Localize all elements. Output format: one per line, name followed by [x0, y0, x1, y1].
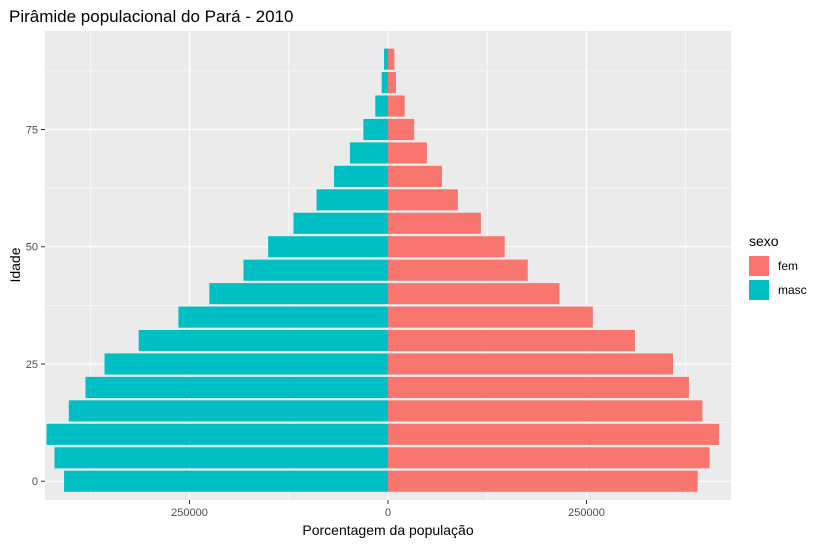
- bar-masc-age-65: [334, 165, 388, 187]
- chart-title: Pirâmide populacional do Pará - 2010: [9, 7, 293, 26]
- bar-masc-age-20: [85, 376, 389, 398]
- x-tick-label: 250000: [171, 507, 208, 519]
- bar-fem-age-10: [388, 423, 720, 445]
- bar-masc-age-90: [384, 48, 388, 70]
- bar-fem-age-35: [388, 306, 593, 328]
- bar-fem-age-20: [388, 376, 689, 398]
- x-tick-label: 0: [385, 507, 391, 519]
- bar-masc-age-55: [293, 212, 388, 234]
- legend-label-masc: masc: [778, 283, 807, 297]
- bar-masc-age-25: [104, 353, 388, 375]
- bar-masc-age-0: [64, 470, 389, 492]
- y-tick-label: 75: [26, 124, 38, 136]
- legend-label-fem: fem: [778, 259, 798, 273]
- bar-fem-age-30: [388, 329, 635, 352]
- bar-fem-age-85: [388, 72, 396, 94]
- legend-key-fem: [749, 256, 769, 276]
- x-tick-label: 250000: [568, 507, 605, 519]
- bar-masc-age-70: [349, 142, 388, 164]
- y-tick-label: 50: [26, 242, 38, 254]
- bar-fem-age-45: [388, 259, 528, 281]
- bar-fem-age-60: [388, 189, 458, 211]
- y-axis: 0 25 50 75: [26, 124, 45, 488]
- bar-masc-age-75: [363, 118, 388, 141]
- bar-fem-age-65: [388, 165, 442, 187]
- bar-fem-age-5: [388, 447, 710, 469]
- bar-masc-age-15: [68, 400, 388, 422]
- bar-masc-age-10: [46, 423, 389, 445]
- legend-title: sexo: [749, 233, 779, 249]
- bar-fem-age-75: [388, 118, 415, 141]
- legend-key-masc: [749, 280, 769, 300]
- bar-masc-age-60: [316, 189, 388, 211]
- bar-masc-age-80: [375, 95, 388, 117]
- bar-masc-age-30: [138, 329, 388, 352]
- bar-fem-age-80: [388, 95, 405, 117]
- bar-masc-age-40: [209, 283, 388, 305]
- bar-fem-age-15: [388, 400, 703, 422]
- y-axis-title: Idade: [7, 247, 23, 282]
- x-axis-title: Porcentagem da população: [302, 522, 473, 538]
- bar-masc-age-5: [54, 447, 389, 469]
- bar-fem-age-55: [388, 212, 481, 234]
- legend: sexo fem masc: [749, 233, 807, 300]
- y-tick-label: 0: [32, 476, 38, 488]
- bar-masc-age-50: [268, 236, 388, 258]
- bar-fem-age-50: [388, 236, 505, 258]
- bar-fem-age-25: [388, 353, 674, 375]
- bar-masc-age-85: [381, 72, 388, 94]
- y-tick-label: 25: [26, 359, 38, 371]
- bar-fem-age-0: [388, 470, 698, 492]
- bar-fem-age-90: [388, 48, 395, 70]
- bars-group: [46, 48, 720, 492]
- bar-fem-age-40: [388, 283, 560, 305]
- x-axis: 250000 0 250000: [171, 500, 605, 519]
- bar-masc-age-45: [243, 259, 388, 281]
- bar-masc-age-35: [178, 306, 388, 328]
- bar-fem-age-70: [388, 142, 427, 164]
